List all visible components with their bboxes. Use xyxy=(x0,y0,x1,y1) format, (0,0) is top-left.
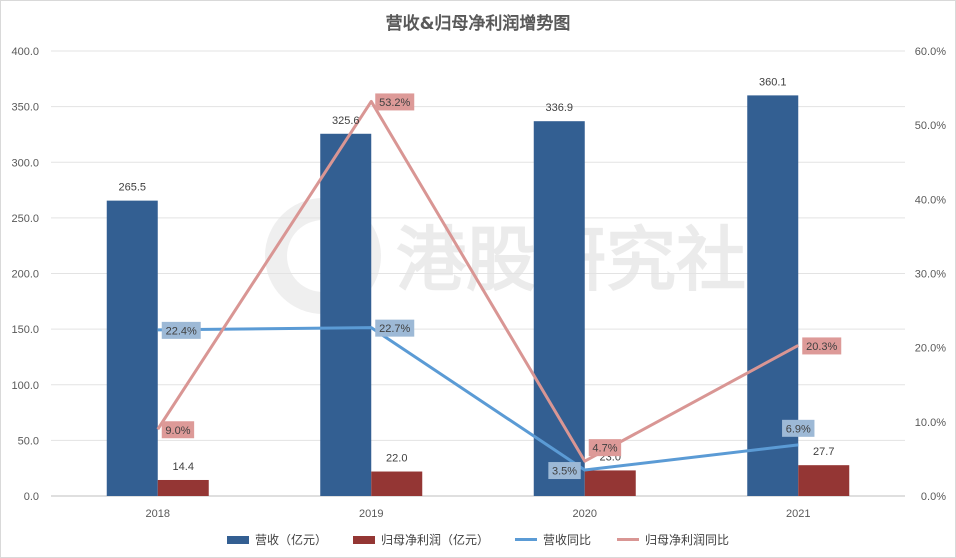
y-right-tick-label: 60.0% xyxy=(915,46,946,58)
legend-label-net-profit: 归母净利润（亿元） xyxy=(380,533,489,547)
legend-label-revenue: 营收（亿元） xyxy=(254,533,327,547)
x-tick-label: 2021 xyxy=(786,508,810,520)
x-tick-label: 2019 xyxy=(359,508,383,520)
net-profit-yoy-label: 9.0% xyxy=(165,425,190,437)
legend-swatch-revenue xyxy=(226,535,249,544)
revenue-value-label: 360.1 xyxy=(759,76,787,88)
legend-item-revenue-yoy: 营收同比 xyxy=(515,531,591,548)
revenue-yoy-label-box xyxy=(548,462,581,480)
net-profit-yoy-label-box xyxy=(802,337,842,355)
net-profit-bar xyxy=(798,465,850,496)
net-profit-value-label: 27.7 xyxy=(813,446,834,458)
revenue-yoy-label: 22.4% xyxy=(166,325,197,337)
legend-item-net-profit-yoy: 归母净利润同比 xyxy=(617,531,729,548)
revenue-bar xyxy=(533,121,585,496)
y-left-tick-label: 250.0 xyxy=(11,213,39,225)
legend-swatch-revenue-yoy xyxy=(515,538,537,541)
legend-swatch-net-profit-yoy xyxy=(617,538,640,541)
x-tick-label: 2018 xyxy=(146,508,170,520)
y-left-tick-label: 350.0 xyxy=(11,102,39,114)
y-right-tick-label: 50.0% xyxy=(915,120,946,132)
y-left-tick-label: 200.0 xyxy=(11,269,39,281)
y-right-tick-label: 40.0% xyxy=(915,194,946,206)
revenue-value-label: 265.5 xyxy=(118,182,146,194)
revenue-yoy-label-box xyxy=(782,419,815,437)
y-right-tick-label: 30.0% xyxy=(915,269,946,281)
legend: 营收（亿元） 归母净利润（亿元） 营收同比 归母净利润同比 xyxy=(1,531,955,548)
y-left-tick-label: 300.0 xyxy=(11,157,39,169)
legend-label-revenue-yoy: 营收同比 xyxy=(543,533,592,547)
revenue-yoy-label-box xyxy=(375,319,415,337)
net-profit-yoy-label-box xyxy=(375,93,415,111)
net-profit-yoy-label: 20.3% xyxy=(806,341,837,353)
net-profit-bar xyxy=(584,470,636,496)
y-right-tick-label: 10.0% xyxy=(915,417,946,429)
y-left-tick-label: 0.0 xyxy=(24,491,39,503)
revenue-yoy-line xyxy=(157,326,799,472)
revenue-yoy-label: 6.9% xyxy=(786,423,811,435)
legend-item-revenue: 营收（亿元） xyxy=(226,531,327,548)
net-profit-yoy-label: 4.7% xyxy=(592,443,617,455)
legend-label-net-profit-yoy: 归母净利润同比 xyxy=(645,533,730,547)
revenue-bar xyxy=(106,200,158,496)
x-tick-label: 2020 xyxy=(573,508,597,520)
revenue-yoy-label: 3.5% xyxy=(552,466,577,478)
y-right-tick-label: 0.0% xyxy=(921,491,946,503)
net-profit-value-label: 22.0 xyxy=(386,453,407,465)
net-profit-yoy-line xyxy=(156,99,799,463)
revenue-bar xyxy=(320,133,372,496)
net-profit-bar xyxy=(371,471,423,496)
net-profit-bar xyxy=(157,479,209,496)
y-left-tick-label: 150.0 xyxy=(11,324,39,336)
legend-swatch-net-profit xyxy=(352,535,375,544)
legend-item-net-profit: 归母净利润（亿元） xyxy=(352,531,489,548)
net-profit-yoy-label: 53.2% xyxy=(379,97,410,109)
revenue-yoy-label: 22.7% xyxy=(379,323,410,335)
revenue-yoy-label-box xyxy=(161,321,201,339)
net-profit-yoy-label-box xyxy=(161,421,195,439)
y-left-tick-label: 100.0 xyxy=(11,380,39,392)
revenue-value-label: 336.9 xyxy=(545,102,573,114)
y-right-tick-label: 20.0% xyxy=(915,343,946,355)
net-profit-value-label: 14.4 xyxy=(173,461,194,473)
revenue-value-label: 325.6 xyxy=(332,115,360,127)
net-profit-yoy-label-box xyxy=(588,439,622,457)
y-left-tick-label: 400.0 xyxy=(11,46,39,58)
y-left-tick-label: 50.0 xyxy=(18,435,39,447)
chart-title: 营收&归母净利润增势图 xyxy=(385,14,571,34)
